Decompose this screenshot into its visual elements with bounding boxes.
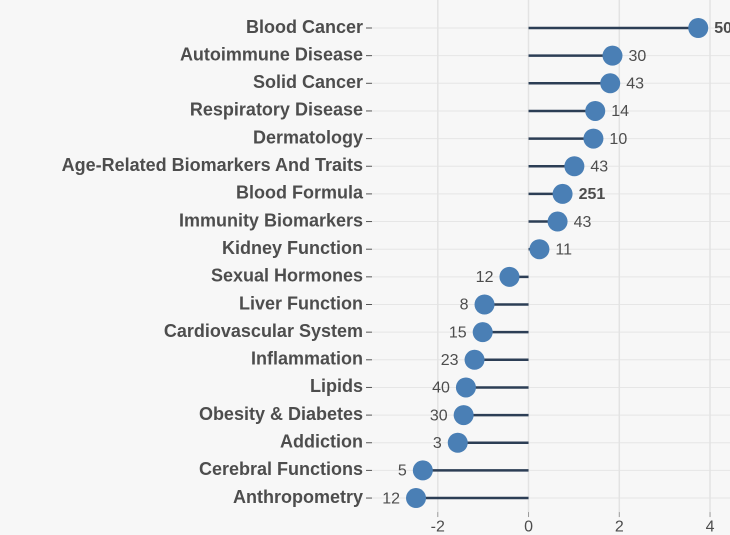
count-label: 5 bbox=[398, 463, 407, 480]
count-label: 12 bbox=[382, 490, 400, 507]
dot bbox=[472, 322, 493, 343]
count-label: 30 bbox=[430, 407, 448, 424]
y-tick-label: Kidney Function bbox=[222, 238, 363, 258]
y-tick-label: Lipids bbox=[310, 376, 363, 396]
dot bbox=[453, 405, 474, 426]
y-tick-label: Dermatology bbox=[253, 127, 363, 147]
count-label: 11 bbox=[555, 241, 572, 258]
y-tick-label: Cerebral Functions bbox=[199, 459, 363, 479]
count-label: 23 bbox=[441, 352, 459, 369]
dot bbox=[600, 73, 621, 94]
count-label: 43 bbox=[626, 76, 644, 93]
x-tick-label: -2 bbox=[431, 518, 445, 535]
count-label: 50 bbox=[714, 20, 730, 37]
x-tick-label: 0 bbox=[524, 518, 533, 535]
y-tick-label: Addiction bbox=[280, 432, 363, 452]
dot bbox=[602, 45, 623, 66]
dot bbox=[455, 377, 476, 398]
dot bbox=[529, 239, 550, 260]
y-tick-label: Respiratory Disease bbox=[190, 100, 363, 120]
dot bbox=[552, 183, 573, 204]
y-tick-label: Solid Cancer bbox=[253, 72, 363, 92]
count-label: 10 bbox=[609, 131, 627, 148]
count-label: 14 bbox=[611, 103, 629, 120]
count-label: 15 bbox=[449, 324, 467, 341]
dot bbox=[583, 128, 604, 149]
y-tick-label: Anthropometry bbox=[233, 487, 363, 507]
y-tick-label: Blood Cancer bbox=[246, 17, 363, 37]
y-tick-label: Autoimmune Disease bbox=[180, 44, 363, 64]
x-tick-label: 4 bbox=[706, 518, 715, 535]
count-label: 43 bbox=[574, 214, 592, 231]
dot bbox=[474, 294, 495, 315]
y-tick-label: Liver Function bbox=[239, 293, 363, 313]
y-tick-label: Age-Related Biomarkers And Traits bbox=[62, 155, 363, 175]
dot bbox=[447, 432, 468, 453]
y-tick-label: Immunity Biomarkers bbox=[179, 210, 363, 230]
dot bbox=[547, 211, 568, 232]
count-label: 251 bbox=[579, 186, 606, 203]
count-label: 3 bbox=[433, 435, 442, 452]
y-tick-label: Cardiovascular System bbox=[164, 321, 363, 341]
count-label: 8 bbox=[460, 297, 469, 314]
count-label: 12 bbox=[476, 269, 494, 286]
y-tick-label: Inflammation bbox=[251, 349, 363, 369]
count-label: 43 bbox=[590, 158, 608, 175]
dot bbox=[585, 100, 606, 121]
y-tick-label: Obesity & Diabetes bbox=[199, 404, 363, 424]
y-tick-label: Sexual Hormones bbox=[211, 266, 363, 286]
x-tick-label: 2 bbox=[615, 518, 624, 535]
y-tick-label: Blood Formula bbox=[236, 183, 364, 203]
dot bbox=[412, 460, 433, 481]
dot bbox=[499, 266, 520, 287]
dot bbox=[688, 18, 709, 38]
count-label: 40 bbox=[432, 380, 450, 397]
count-label: 30 bbox=[628, 48, 646, 65]
dot bbox=[564, 156, 585, 177]
dot bbox=[464, 349, 485, 370]
dot bbox=[406, 488, 427, 509]
